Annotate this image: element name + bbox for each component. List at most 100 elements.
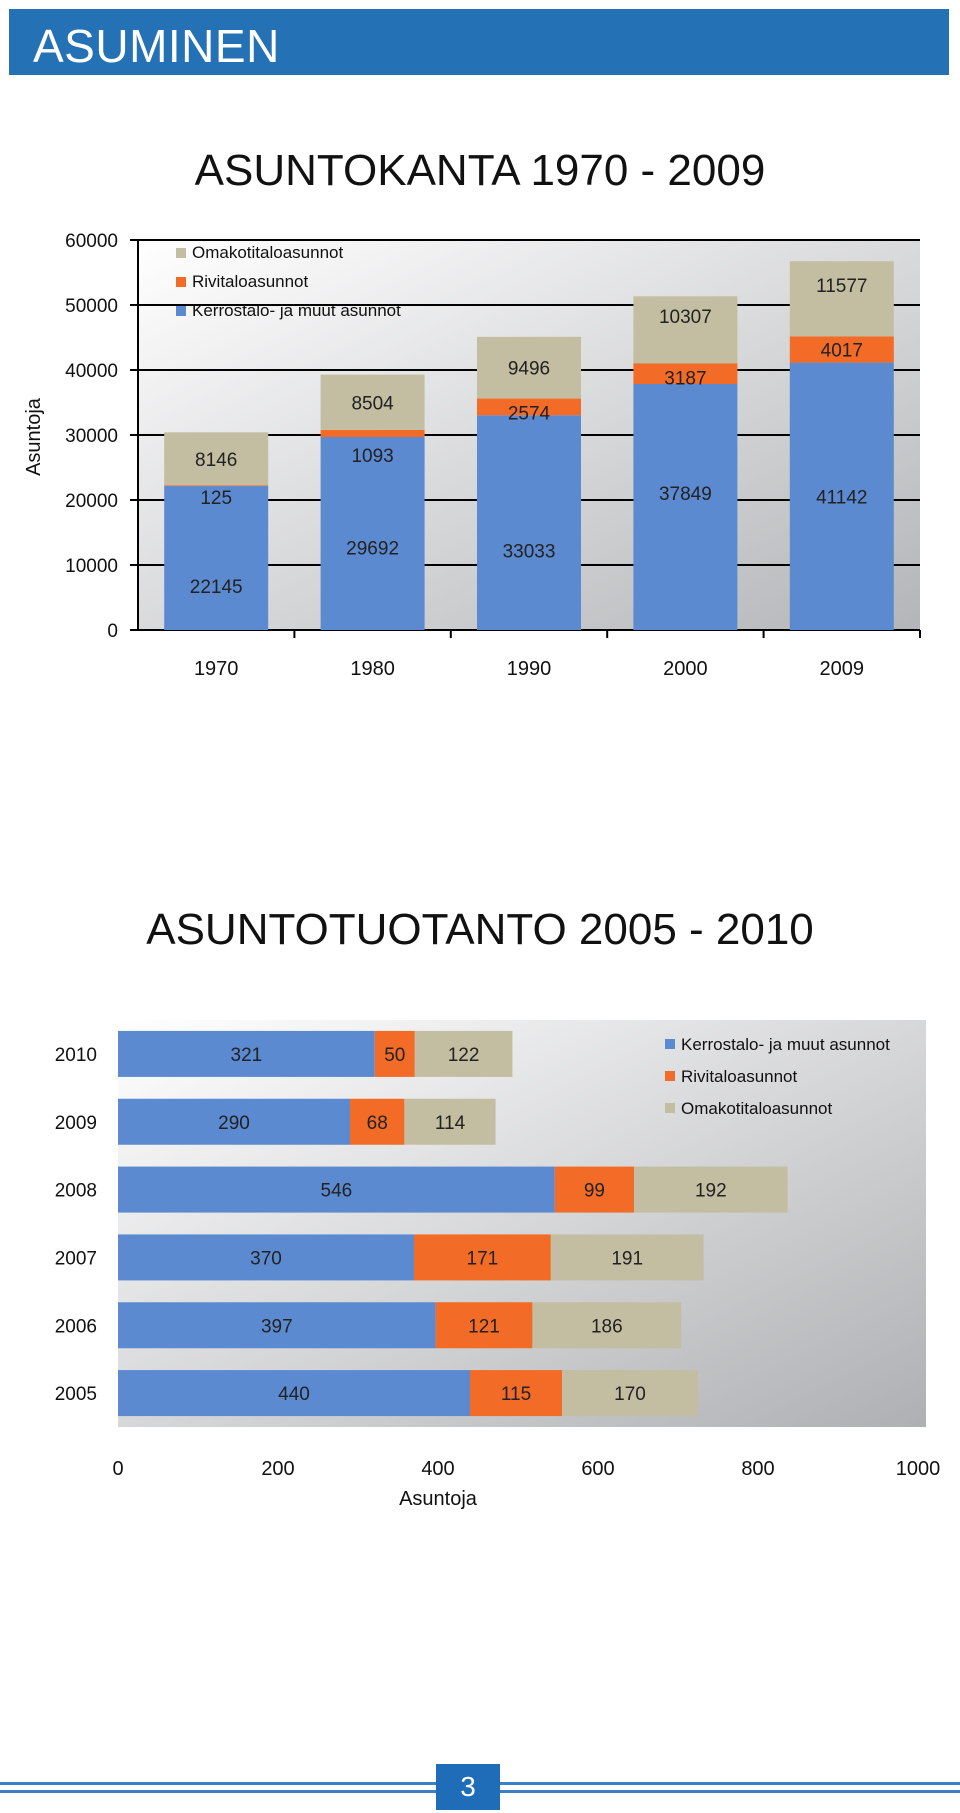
data-label: 22145: [190, 577, 243, 598]
y-tick-label: 0: [107, 621, 118, 642]
legend-label: Rivitaloasunnot: [192, 272, 309, 291]
x-tick-label: 1970: [194, 658, 239, 680]
y-tick-label: 60000: [65, 231, 118, 252]
data-label: 41142: [816, 487, 867, 508]
legend-label: Omakotitaloasunnot: [192, 243, 343, 262]
x-tick-label: 1990: [507, 658, 552, 680]
section-title: ASUMINEN: [33, 20, 280, 72]
data-label: 1093: [351, 446, 393, 467]
data-label: 191: [611, 1248, 643, 1269]
bar-segment: [320, 374, 425, 430]
data-label: 3187: [664, 368, 706, 389]
data-label: 37849: [659, 484, 712, 505]
bar-segment: [634, 1166, 788, 1213]
data-label: 290: [218, 1113, 250, 1134]
bar-segment: [554, 1166, 634, 1213]
data-label: 440: [278, 1384, 310, 1405]
data-label: 122: [448, 1045, 480, 1066]
data-label: 171: [467, 1248, 499, 1269]
bar-segment: [414, 1030, 513, 1077]
x-tick-label: 400: [421, 1458, 454, 1480]
y-tick-label: 2009: [55, 1113, 97, 1134]
data-label: 115: [501, 1384, 531, 1405]
bar-segment: [470, 1370, 562, 1417]
legend-label: Kerrostalo- ja muut asunnot: [681, 1035, 890, 1054]
legend-swatch: [665, 1071, 675, 1081]
bar-segment: [118, 1030, 375, 1077]
bar-segment: [789, 261, 894, 337]
bar-segment: [164, 486, 269, 630]
bar-segment: [164, 485, 269, 487]
bar-segment: [789, 336, 894, 363]
bar-segment: [118, 1098, 350, 1145]
data-label: 121: [468, 1316, 500, 1337]
y-tick-label: 10000: [65, 556, 118, 577]
bar-segment: [633, 296, 738, 364]
y-axis-label: Asuntoja: [23, 397, 45, 476]
data-label: 4017: [821, 341, 863, 362]
bar-segment: [374, 1030, 415, 1077]
x-tick-label: 200: [261, 1458, 294, 1480]
legend-swatch: [665, 1103, 675, 1113]
data-label: 50: [384, 1045, 405, 1066]
data-label: 11577: [816, 276, 867, 297]
data-label: 9496: [508, 359, 550, 380]
x-tick-label: 1000: [896, 1458, 941, 1480]
bar-segment: [550, 1234, 704, 1281]
data-label: 29692: [346, 539, 399, 560]
chart-title-housing-stock: ASUNTOKANTA 1970 - 2009: [194, 146, 766, 195]
data-label: 114: [435, 1113, 466, 1134]
legend-swatch: [176, 248, 186, 258]
bar-segment: [633, 363, 738, 384]
x-tick-label: 2009: [820, 658, 865, 680]
x-tick-label: 0: [112, 1458, 123, 1480]
plot-background: [118, 1020, 926, 1427]
y-tick-label: 50000: [65, 296, 118, 317]
data-label: 10307: [659, 307, 712, 328]
data-label: 8146: [195, 450, 237, 471]
legend-label: Kerrostalo- ja muut asunnot: [192, 301, 401, 320]
bar-segment: [532, 1302, 682, 1349]
y-tick-label: 20000: [65, 491, 118, 512]
bar-segment: [789, 362, 894, 630]
housing-production-chart: 0 200 400 600 800 1000 Asuntoja 2010 321 50 122 200…: [55, 1020, 941, 1510]
data-label: 8504: [351, 393, 394, 414]
section-banner: ASUMINEN: [9, 9, 949, 75]
bar-segment: [350, 1098, 405, 1145]
data-label: 170: [614, 1384, 646, 1405]
y-tick-label: 2006: [55, 1316, 97, 1337]
data-label: 68: [367, 1113, 388, 1134]
legend-label: Rivitaloasunnot: [681, 1067, 798, 1086]
data-label: 192: [695, 1181, 727, 1202]
y-tick-label: 2008: [55, 1181, 97, 1202]
chart-title-housing-production: ASUNTOTUOTANTO 2005 - 2010: [146, 905, 814, 954]
x-tick-label: 1980: [350, 658, 395, 680]
legend-swatch: [176, 277, 186, 287]
bar-segment: [320, 429, 425, 438]
bar-segment: [164, 432, 269, 486]
data-label: 321: [231, 1045, 263, 1066]
data-label: 546: [321, 1181, 353, 1202]
x-tick-label: 2000: [663, 658, 708, 680]
y-tick-label: 2005: [55, 1384, 97, 1405]
data-label: 397: [261, 1316, 293, 1337]
bar-segment: [477, 398, 581, 416]
bar-segment: [404, 1098, 496, 1145]
bar-segment: [118, 1166, 555, 1213]
data-label: 33033: [503, 542, 556, 563]
y-tick-label: 30000: [65, 426, 118, 447]
data-label: 99: [584, 1181, 605, 1202]
data-label: 2574: [508, 404, 551, 425]
legend-swatch: [176, 306, 186, 316]
bar-segment: [118, 1234, 414, 1281]
bar-segment: [477, 336, 581, 399]
x-axis-label: Asuntoja: [399, 1488, 478, 1510]
y-tick-label: 2010: [55, 1045, 97, 1066]
data-label: 186: [591, 1316, 623, 1337]
housing-stock-chart: 0 10000 20000 30000 40000 50000 60000 Asuntoja 1…: [23, 231, 921, 680]
x-tick-label: 600: [581, 1458, 614, 1480]
bar-segment: [414, 1234, 551, 1281]
bar-segment: [562, 1370, 698, 1417]
legend-label: Omakotitaloasunnot: [681, 1099, 832, 1118]
bar-segment: [435, 1302, 533, 1349]
